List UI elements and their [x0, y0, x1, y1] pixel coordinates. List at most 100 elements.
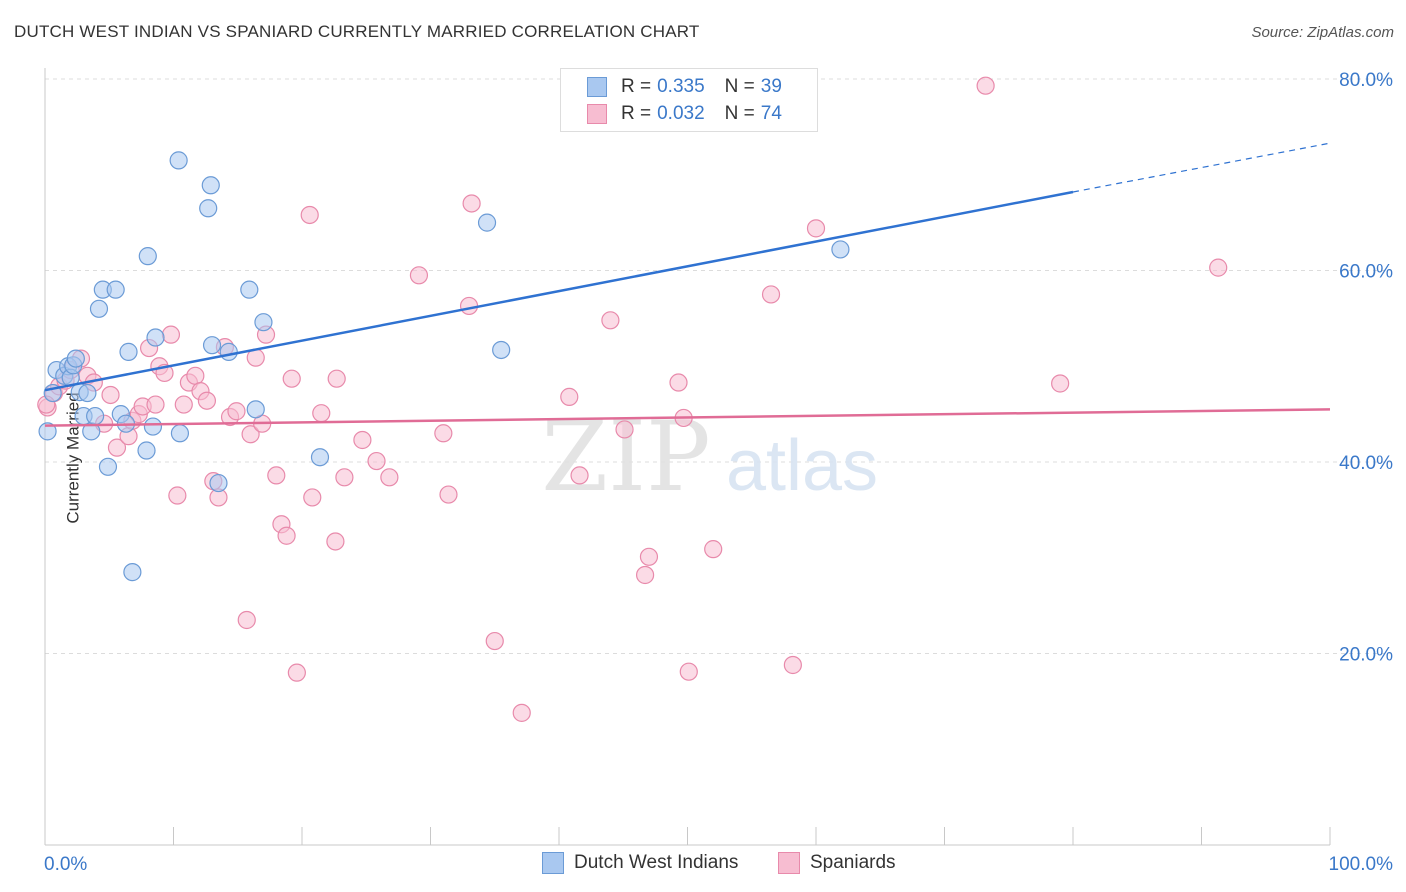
spaniard-point: [197, 391, 217, 410]
spaniard-point: [601, 311, 620, 330]
dutch-west-indian-point: [86, 406, 105, 426]
spaniard-point: [267, 466, 286, 485]
dutch-west-indian-point: [477, 213, 497, 232]
dutch-west-indian-point: [240, 280, 259, 299]
series-legend: Dutch West Indians Spaniards: [0, 852, 1406, 876]
dutch-west-indian-point: [492, 340, 511, 360]
source-label: Source: ZipAtlas.com: [1251, 24, 1394, 41]
spaniard-point: [237, 610, 256, 630]
spaniard-point: [367, 451, 386, 471]
dutch-west-indian-point: [138, 247, 157, 266]
legend-item-spaniards: Spaniards: [778, 852, 896, 874]
spaniard-point: [976, 76, 995, 95]
legend-row-spaniards: R = 0.032 N = 74: [587, 102, 782, 126]
spaniard-point: [380, 468, 399, 487]
spaniard-point: [287, 663, 306, 682]
dutch-west-indian-point: [66, 349, 85, 368]
dutch-west-indian-point: [123, 563, 142, 582]
spaniard-point: [409, 266, 429, 285]
spaniard-point: [704, 540, 723, 559]
spaniard-point: [485, 631, 504, 651]
spaniard-point: [512, 703, 531, 722]
stats-legend: R = 0.335 N = 39 R = 0.032 N = 74: [560, 68, 818, 132]
y-tick-label: 60.0%: [1339, 262, 1393, 283]
spaniard-point: [635, 565, 655, 585]
dutch-west-indian-point: [106, 280, 125, 299]
spaniard-point: [101, 385, 120, 405]
spaniard-point: [761, 285, 781, 304]
spaniard-point: [326, 532, 345, 551]
dutch-west-indian-point: [201, 176, 220, 195]
dutch-west-indian-point: [98, 457, 118, 476]
spaniard-point: [282, 369, 301, 388]
legend-n-label: N =: [724, 76, 755, 97]
dutch-west-indian-point: [219, 342, 238, 361]
dutch-west-indian-point: [831, 240, 850, 259]
spaniard-point: [300, 205, 319, 225]
dutch-west-indian-point: [310, 448, 330, 467]
dutch-west-indian-point: [89, 299, 109, 318]
spaniard-point: [783, 655, 802, 675]
watermark: ZIP atlas: [541, 401, 878, 513]
spaniard-point: [679, 662, 698, 681]
legend-swatch-pink: [587, 104, 607, 124]
spaniard-point: [570, 466, 589, 485]
legend-n-value: 74: [760, 103, 782, 124]
spaniard-point: [107, 438, 127, 457]
spaniard-point: [434, 424, 453, 443]
x-tick-label: 100.0%: [1329, 854, 1394, 875]
blue-trend-line: [44, 190, 1074, 392]
legend-swatch-blue: [587, 77, 607, 97]
spaniard-point: [303, 488, 322, 507]
spaniard-point: [669, 373, 688, 392]
spaniard-point: [462, 194, 481, 213]
dutch-west-indian-point: [78, 383, 97, 403]
dutch-west-indian-point: [137, 441, 156, 460]
legend-r-label: R =: [621, 103, 652, 124]
spaniard-point: [1209, 258, 1228, 277]
legend-r-label: R =: [621, 76, 652, 97]
spaniard-point: [560, 387, 579, 406]
legend-swatch-blue: [542, 852, 564, 874]
dutch-west-indian-point: [170, 424, 190, 443]
legend-r-value: 0.032: [657, 103, 705, 124]
dutch-west-indian-point: [119, 342, 138, 361]
dutch-west-indian-point: [246, 400, 265, 419]
x-tick-label: 0.0%: [44, 854, 87, 875]
legend-r-value: 0.335: [657, 76, 705, 97]
spaniard-point: [806, 219, 826, 238]
legend-n-label: N =: [724, 103, 755, 124]
spaniard-point: [186, 366, 205, 385]
legend-label: Spaniards: [810, 852, 896, 873]
legend-n-value: 39: [760, 76, 782, 97]
spaniard-point: [277, 526, 296, 545]
spaniard-point: [639, 547, 659, 566]
spaniard-point: [459, 296, 479, 316]
spaniard-point: [335, 468, 354, 487]
legend-label: Dutch West Indians: [574, 852, 739, 873]
spaniard-point: [146, 395, 165, 414]
y-tick-label: 40.0%: [1339, 453, 1393, 474]
dutch-west-indian-point: [254, 313, 273, 332]
spaniard-point: [327, 369, 346, 388]
dutch-west-indian-point: [199, 199, 218, 218]
legend-row-dutch: R = 0.335 N = 39: [587, 75, 782, 99]
spaniard-point: [174, 395, 193, 414]
chart-title: DUTCH WEST INDIAN VS SPANIARD CURRENTLY …: [14, 22, 700, 41]
spaniard-point: [168, 486, 187, 505]
blue-trend-extension: [1072, 142, 1331, 193]
y-tick-label: 80.0%: [1339, 70, 1393, 91]
spaniard-point: [439, 485, 458, 504]
watermark-atlas: atlas: [726, 426, 878, 506]
dutch-west-indian-point: [209, 473, 228, 493]
dutch-west-indian-point: [38, 422, 57, 441]
spaniard-point: [161, 325, 181, 344]
spaniard-point: [353, 430, 372, 450]
y-tick-label: 20.0%: [1339, 645, 1393, 666]
dutch-west-indian-point: [146, 328, 165, 347]
legend-item-dutch-west-indians: Dutch West Indians: [542, 852, 738, 874]
dutch-west-indian-point: [169, 151, 188, 170]
spaniard-point: [615, 420, 634, 439]
spaniard-point: [312, 404, 331, 423]
